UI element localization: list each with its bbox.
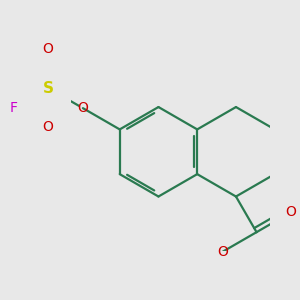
Text: O: O: [285, 206, 296, 220]
Text: F: F: [10, 101, 18, 115]
Text: O: O: [77, 101, 88, 115]
Text: S: S: [43, 80, 53, 95]
Text: O: O: [43, 120, 53, 134]
Text: O: O: [43, 42, 53, 56]
Text: O: O: [217, 245, 228, 259]
